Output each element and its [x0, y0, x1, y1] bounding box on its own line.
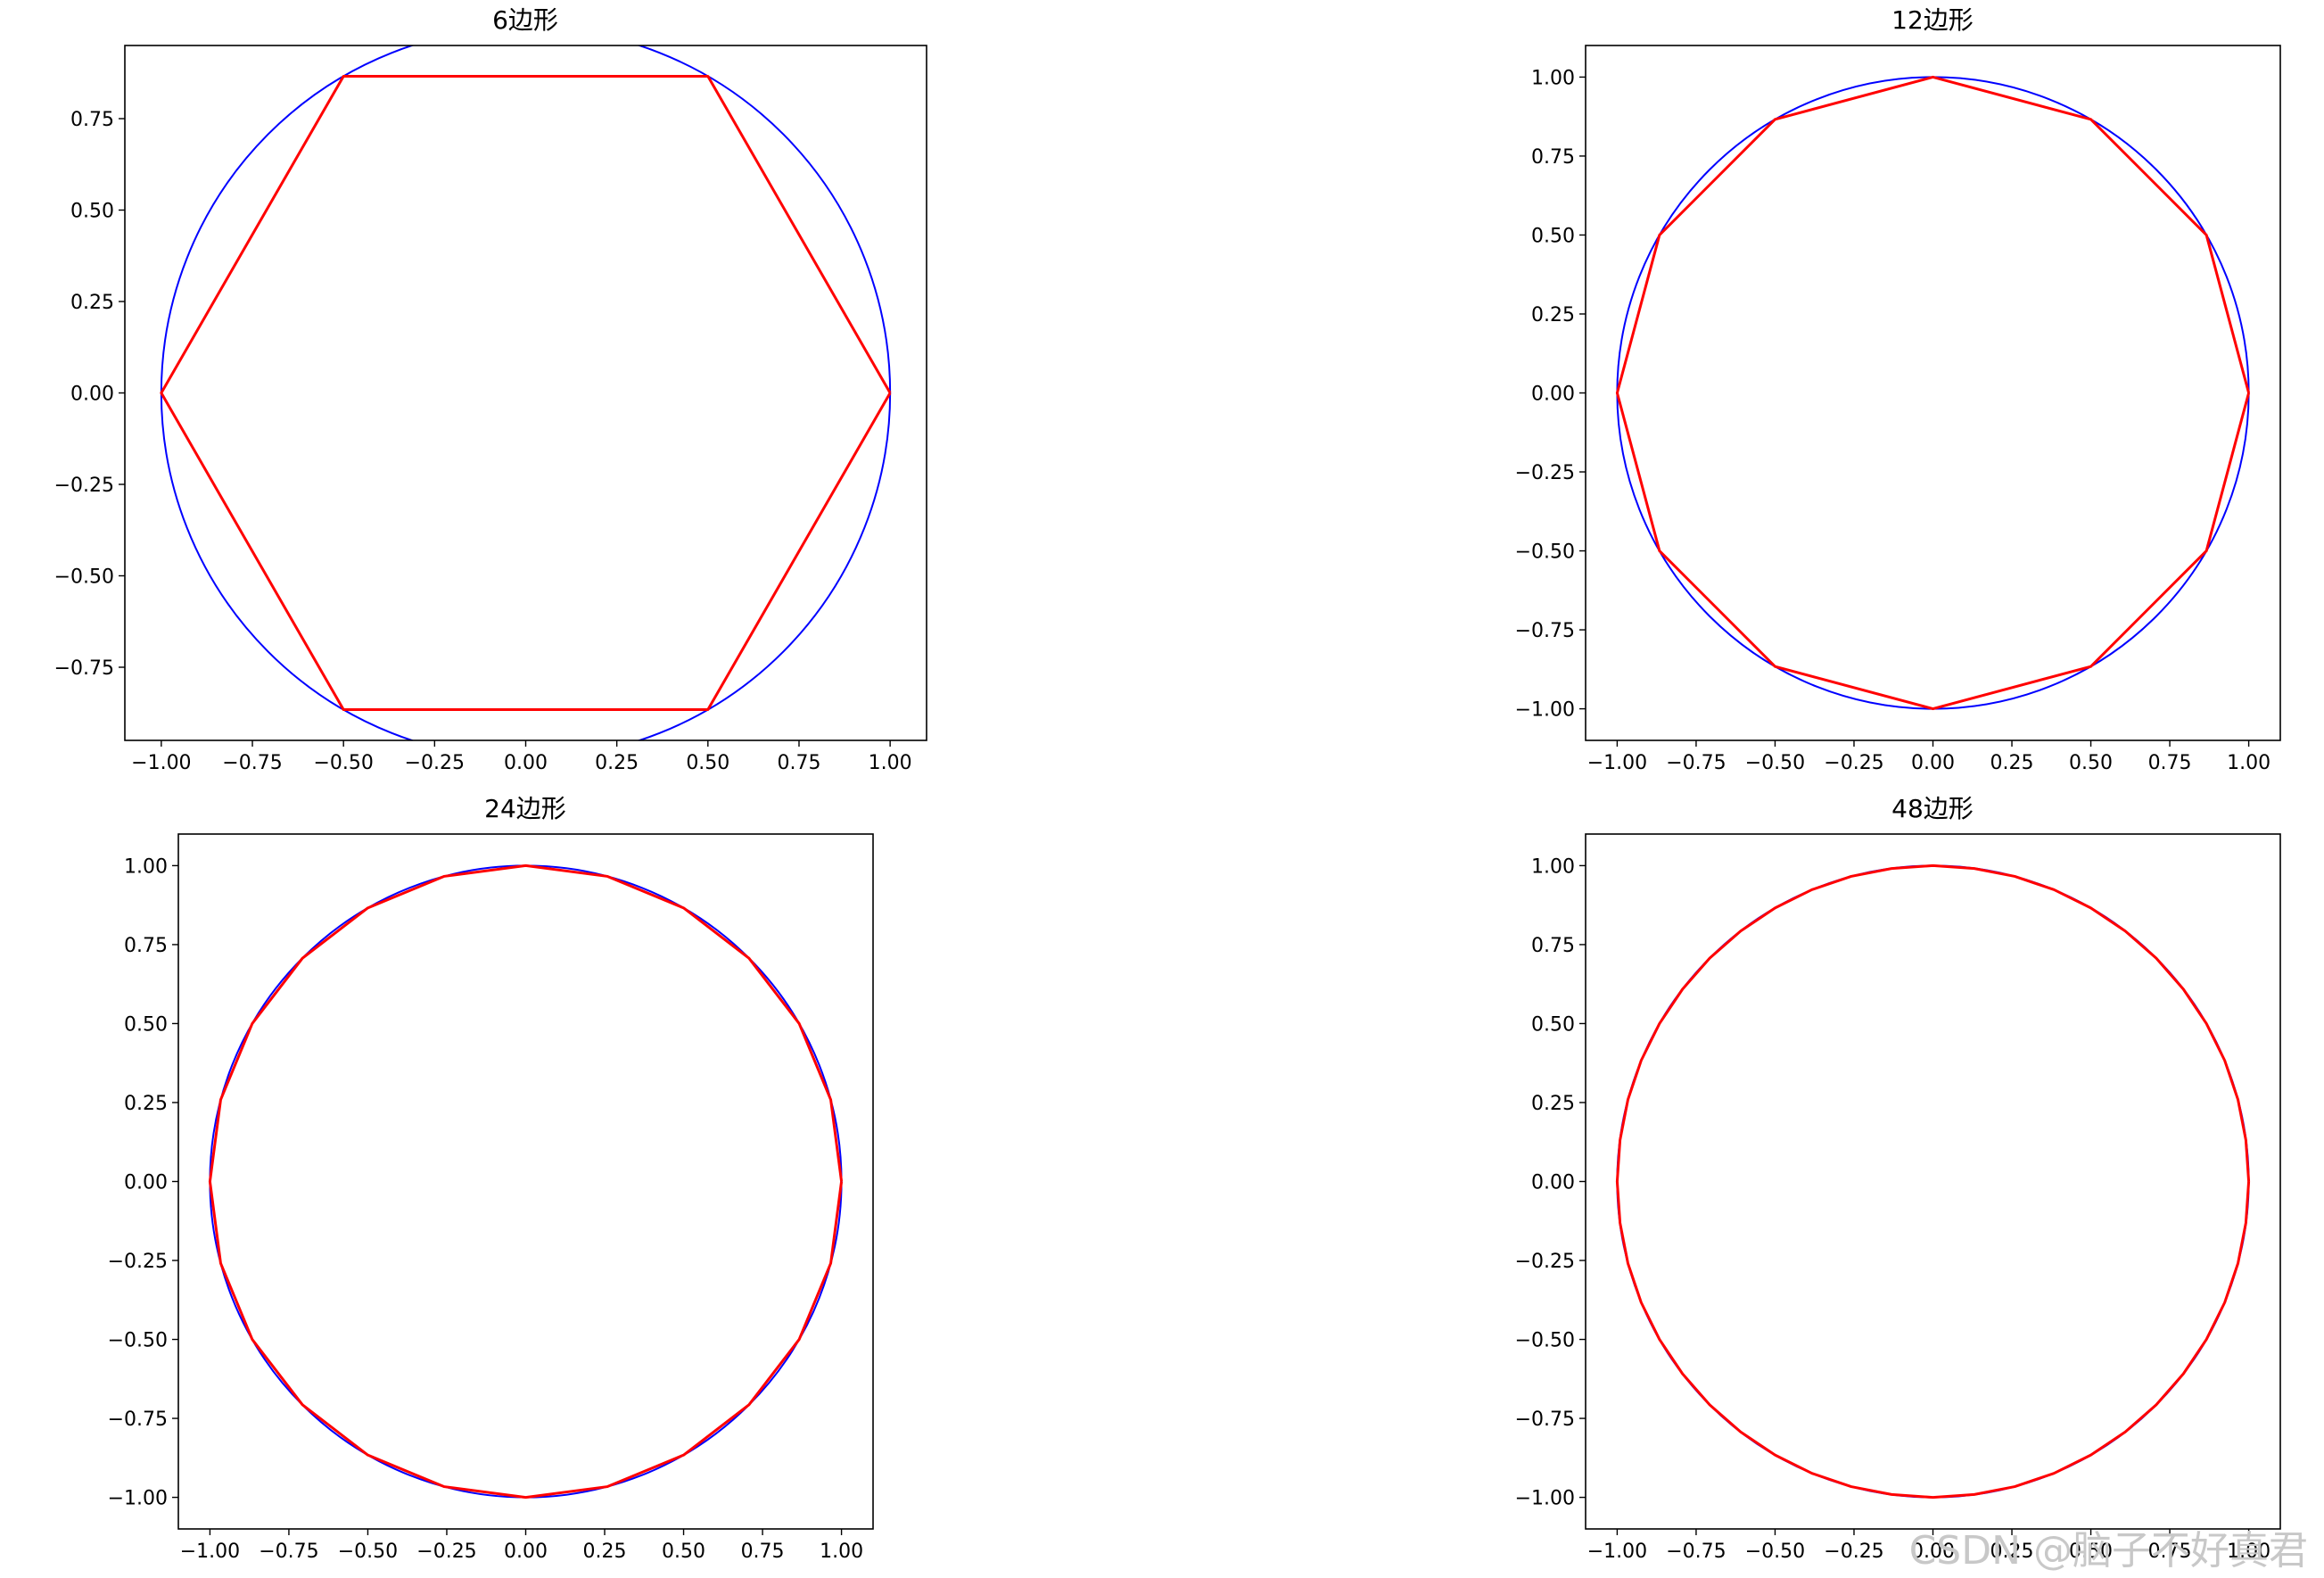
x-tick-label: −0.75: [222, 752, 282, 774]
polygon-series: [160, 74, 892, 712]
x-tick-label: −1.00: [1587, 1541, 1647, 1563]
y-tick-label: −1.00: [108, 1488, 168, 1510]
x-tick-label: −0.75: [1666, 752, 1726, 774]
y-tick-label: 0.25: [1531, 1093, 1575, 1115]
data-layer: [1615, 75, 2251, 711]
x-tick-label: −0.25: [1824, 1541, 1883, 1563]
y-tick-label: −1.00: [1515, 699, 1575, 722]
subplot-6: 6边形 −1.00 −0.75 −0.50 −0.25 0.00 0.25 0.50 0.75…: [54, 5, 927, 774]
subplot-12: 12边形 −1.00 −0.75 −0.50 −0.25 0.00 0.25 0.50 0.7…: [1515, 5, 2281, 774]
x-tick-label: 0.75: [741, 1541, 785, 1563]
x-tick-label: 0.25: [1990, 752, 2034, 774]
x-tick-label: 0.00: [1911, 1541, 1955, 1563]
y-tick-label: −0.75: [1515, 1409, 1575, 1431]
y-tick-label: 0.75: [1531, 146, 1575, 169]
x-tick-label: 0.00: [1911, 752, 1955, 774]
y-tick-label: −1.00: [1515, 1488, 1575, 1510]
data-layer: [160, 45, 892, 740]
y-tick-label: 0.50: [1531, 1013, 1575, 1036]
data-layer: [208, 863, 844, 1500]
x-tick-label: 0.00: [504, 752, 548, 774]
y-tick-label: 0.50: [70, 201, 114, 223]
x-tick-label: 0.25: [583, 1541, 627, 1563]
y-tick-label: 0.75: [1531, 935, 1575, 957]
y-tick-label: −0.50: [1515, 541, 1575, 564]
plot-area: −1.00 −0.75 −0.50 −0.25 0.00 0.25 0.50 0.75 1.00…: [1515, 45, 2281, 774]
y-tick-label: −0.25: [54, 475, 114, 497]
y-tick-label: −0.50: [108, 1330, 168, 1352]
y-tick-label: −0.25: [108, 1251, 168, 1273]
x-tick-label: −0.25: [1824, 752, 1883, 774]
x-tick-label: 0.75: [2148, 752, 2192, 774]
y-tick-label: 0.00: [70, 384, 114, 406]
plot-area: −1.00 −0.75 −0.50 −0.25 0.00 0.25 0.50 0.75 1.00…: [108, 833, 874, 1563]
y-tick-label: −0.75: [1515, 620, 1575, 642]
x-tick-label: 0.50: [686, 752, 729, 774]
x-tick-label: 0.50: [2069, 1541, 2113, 1563]
subplot-48: 48边形 −1.00 −0.75 −0.50 −0.25 0.00 0.25 0.50 0.7…: [1515, 794, 2281, 1563]
x-tick-label: −0.25: [405, 752, 465, 774]
x-tick-label: 1.00: [2227, 752, 2270, 774]
subplot-title: 24边形: [484, 794, 566, 823]
y-tick-label: −0.75: [54, 657, 114, 680]
x-tick-label: −1.00: [180, 1541, 240, 1563]
x-tick-label: 1.00: [820, 1541, 863, 1563]
polygon-series: [1615, 863, 2251, 1500]
x-tick-label: −0.75: [259, 1541, 318, 1563]
x-tick-label: −1.00: [131, 752, 191, 774]
subplot-title: 6边形: [492, 5, 558, 35]
y-tick-label: −0.25: [1515, 462, 1575, 484]
y-tick-label: 0.00: [1531, 1172, 1575, 1194]
x-tick-label: 0.25: [595, 752, 639, 774]
x-tick-label: −0.50: [1745, 752, 1805, 774]
x-tick-label: 0.00: [504, 1541, 548, 1563]
x-tick-label: 0.75: [777, 752, 820, 774]
x-tick-label: 1.00: [2227, 1541, 2270, 1563]
x-tick-label: 1.00: [869, 752, 912, 774]
plot-area: −1.00 −0.75 −0.50 −0.25 0.00 0.25 0.50 0.75 1.00…: [54, 45, 927, 774]
x-tick-label: −0.50: [338, 1541, 398, 1563]
y-tick-label: 0.00: [124, 1172, 168, 1194]
y-tick-label: 0.75: [70, 109, 114, 131]
plot-area: −1.00 −0.75 −0.50 −0.25 0.00 0.25 0.50 0.75 1.00…: [1515, 833, 2281, 1563]
y-tick-label: 0.50: [124, 1013, 168, 1036]
y-tick-label: 0.75: [124, 935, 168, 957]
x-tick-label: 0.50: [2069, 752, 2113, 774]
y-tick-label: 1.00: [124, 855, 168, 878]
y-tick-label: 1.00: [1531, 67, 1575, 89]
y-tick-label: 0.50: [1531, 225, 1575, 247]
y-tick-label: 1.00: [1531, 855, 1575, 878]
x-tick-label: −0.25: [416, 1541, 476, 1563]
y-tick-label: −0.25: [1515, 1251, 1575, 1273]
y-tick-label: −0.75: [108, 1409, 168, 1431]
y-tick-label: 0.25: [70, 292, 114, 314]
y-tick-label: 0.25: [1531, 304, 1575, 326]
y-tick-label: −0.50: [1515, 1330, 1575, 1352]
y-tick-label: 0.00: [1531, 384, 1575, 406]
subplot-title: 48边形: [1891, 794, 1974, 823]
polygon-series: [208, 863, 844, 1500]
x-tick-label: −0.50: [1745, 1541, 1805, 1563]
x-tick-label: 0.50: [662, 1541, 705, 1563]
x-tick-label: −0.75: [1666, 1541, 1726, 1563]
data-layer: [1615, 863, 2251, 1500]
y-tick-label: −0.50: [54, 566, 114, 589]
polygon-series: [1615, 75, 2251, 711]
x-tick-label: 0.75: [2148, 1541, 2192, 1563]
watermark-text: CSDN @脑子不好真君: [1909, 1528, 2308, 1574]
x-tick-label: −1.00: [1587, 752, 1647, 774]
subplot-24: 24边形 −1.00 −0.75 −0.50 −0.25 0.00 0.25 0.50 0.7…: [108, 794, 874, 1563]
y-tick-label: 0.25: [124, 1093, 168, 1115]
subplot-title: 12边形: [1891, 5, 1974, 35]
x-tick-label: 0.25: [1990, 1541, 2034, 1563]
x-tick-label: −0.50: [313, 752, 373, 774]
